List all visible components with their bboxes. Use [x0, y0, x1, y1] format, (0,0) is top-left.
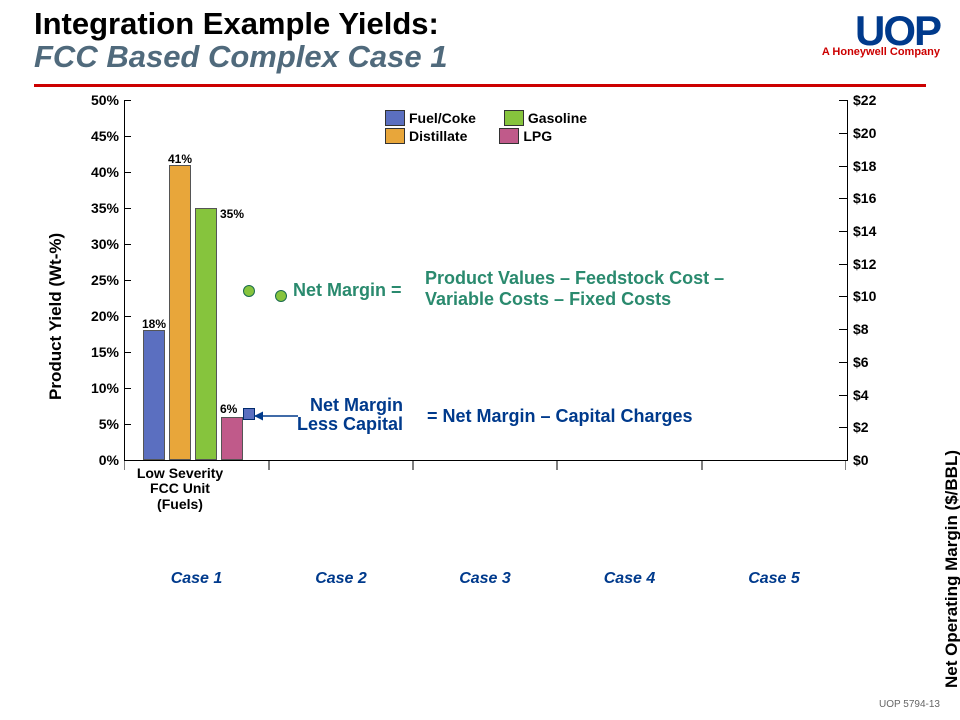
nmc-label-l1: Net Margin [297, 396, 403, 415]
brand-logo-tagline: A Honeywell Company [822, 46, 940, 58]
yield-margin-chart: Product Yield (Wt-%) Net Operating Margi… [34, 100, 926, 640]
y1-tick-7: 35% [91, 200, 119, 216]
y2-tick-7: $14 [853, 223, 876, 239]
bar-lpg: 6% [221, 417, 243, 460]
slide-title-line1: Integration Example Yields: [34, 8, 654, 41]
y2-tick-8: $16 [853, 190, 876, 206]
case-3-label: Case 3 [413, 570, 557, 588]
nmc-arrow-icon [250, 408, 300, 426]
bar-gasoline-label: 35% [220, 207, 244, 221]
legend-fuelcoke-label: Fuel/Coke [409, 110, 476, 126]
legend-lpg-label: LPG [523, 128, 552, 144]
bar-gasoline: 35% [195, 208, 217, 460]
y1-tick-4: 20% [91, 308, 119, 324]
y2-tick-1: $2 [853, 419, 869, 435]
y1-tick-9: 45% [91, 128, 119, 144]
y2-tick-9: $18 [853, 158, 876, 174]
y1-tick-6: 30% [91, 236, 119, 252]
bar-lpg-label: 6% [220, 402, 237, 416]
y1-tick-1: 5% [99, 416, 119, 432]
y2-tick-2: $4 [853, 387, 869, 403]
legend-gasoline: Gasoline [504, 110, 587, 126]
slide-title-line2: FCC Based Complex Case 1 [34, 41, 654, 74]
swatch-distillate-icon [385, 128, 405, 144]
y2-tick-11: $22 [853, 92, 876, 108]
bar-distillate-label: 41% [168, 152, 192, 166]
y1-axis-title: Product Yield (Wt-%) [46, 233, 66, 400]
nmc-label-l2: Less Capital [297, 415, 403, 434]
brand-logo: UOP A Honeywell Company [822, 12, 940, 58]
y1-tick-2: 10% [91, 380, 119, 396]
bar-distillate: 41% [169, 165, 191, 460]
slide-title-block: Integration Example Yields: FCC Based Co… [34, 8, 654, 73]
case-4-label: Case 4 [557, 570, 702, 588]
legend-lpg: LPG [499, 128, 552, 144]
legend-gasoline-label: Gasoline [528, 110, 587, 126]
net-margin-legend-dot-icon [275, 290, 287, 302]
header-rule [34, 84, 926, 87]
y2-tick-10: $20 [853, 125, 876, 141]
case-1-label: Case 1 [124, 570, 269, 588]
y2-tick-0: $0 [853, 452, 869, 468]
nmc-formula: = Net Margin – Capital Charges [427, 406, 693, 427]
slide-id: UOP 5794-13 [879, 699, 940, 710]
net-margin-formula-l1: Product Values – Feedstock Cost – [425, 268, 724, 289]
brand-logo-text: UOP [822, 12, 940, 50]
y1-tick-3: 15% [91, 344, 119, 360]
bar-fuelcoke-label: 18% [142, 317, 166, 331]
slide-root: Integration Example Yields: FCC Based Co… [0, 0, 960, 720]
swatch-fuelcoke-icon [385, 110, 405, 126]
case-5-label: Case 5 [702, 570, 846, 588]
swatch-lpg-icon [499, 128, 519, 144]
y1-tick-10: 50% [91, 92, 119, 108]
y2-tick-4: $8 [853, 321, 869, 337]
net-margin-marker-icon [243, 285, 255, 297]
chart-legend: Fuel/Coke Gasoline Distillate LPG [385, 110, 587, 144]
legend-distillate-label: Distillate [409, 128, 467, 144]
y2-tick-3: $6 [853, 354, 869, 370]
bar-fuelcoke: 18% [143, 330, 165, 460]
legend-fuelcoke: Fuel/Coke [385, 110, 476, 126]
y2-tick-6: $12 [853, 256, 876, 272]
legend-distillate: Distillate [385, 128, 467, 144]
x-axis-ticks-icon [124, 460, 846, 474]
y1-tick-8: 40% [91, 164, 119, 180]
plot-area: 0% 5% 10% 15% 20% 25% 30% 35% 40% 45% 50… [124, 100, 848, 461]
net-margin-formula-l2: Variable Costs – Fixed Costs [425, 289, 724, 310]
case-2-label: Case 2 [269, 570, 413, 588]
y1-tick-5: 25% [91, 272, 119, 288]
nmc-label: Net Margin Less Capital [297, 396, 403, 434]
y2-axis-title: Net Operating Margin ($/BBL) [942, 450, 960, 688]
swatch-gasoline-icon [504, 110, 524, 126]
y2-tick-5: $10 [853, 288, 876, 304]
net-margin-formula: Product Values – Feedstock Cost – Variab… [425, 268, 724, 309]
net-margin-label: Net Margin = [293, 280, 402, 301]
